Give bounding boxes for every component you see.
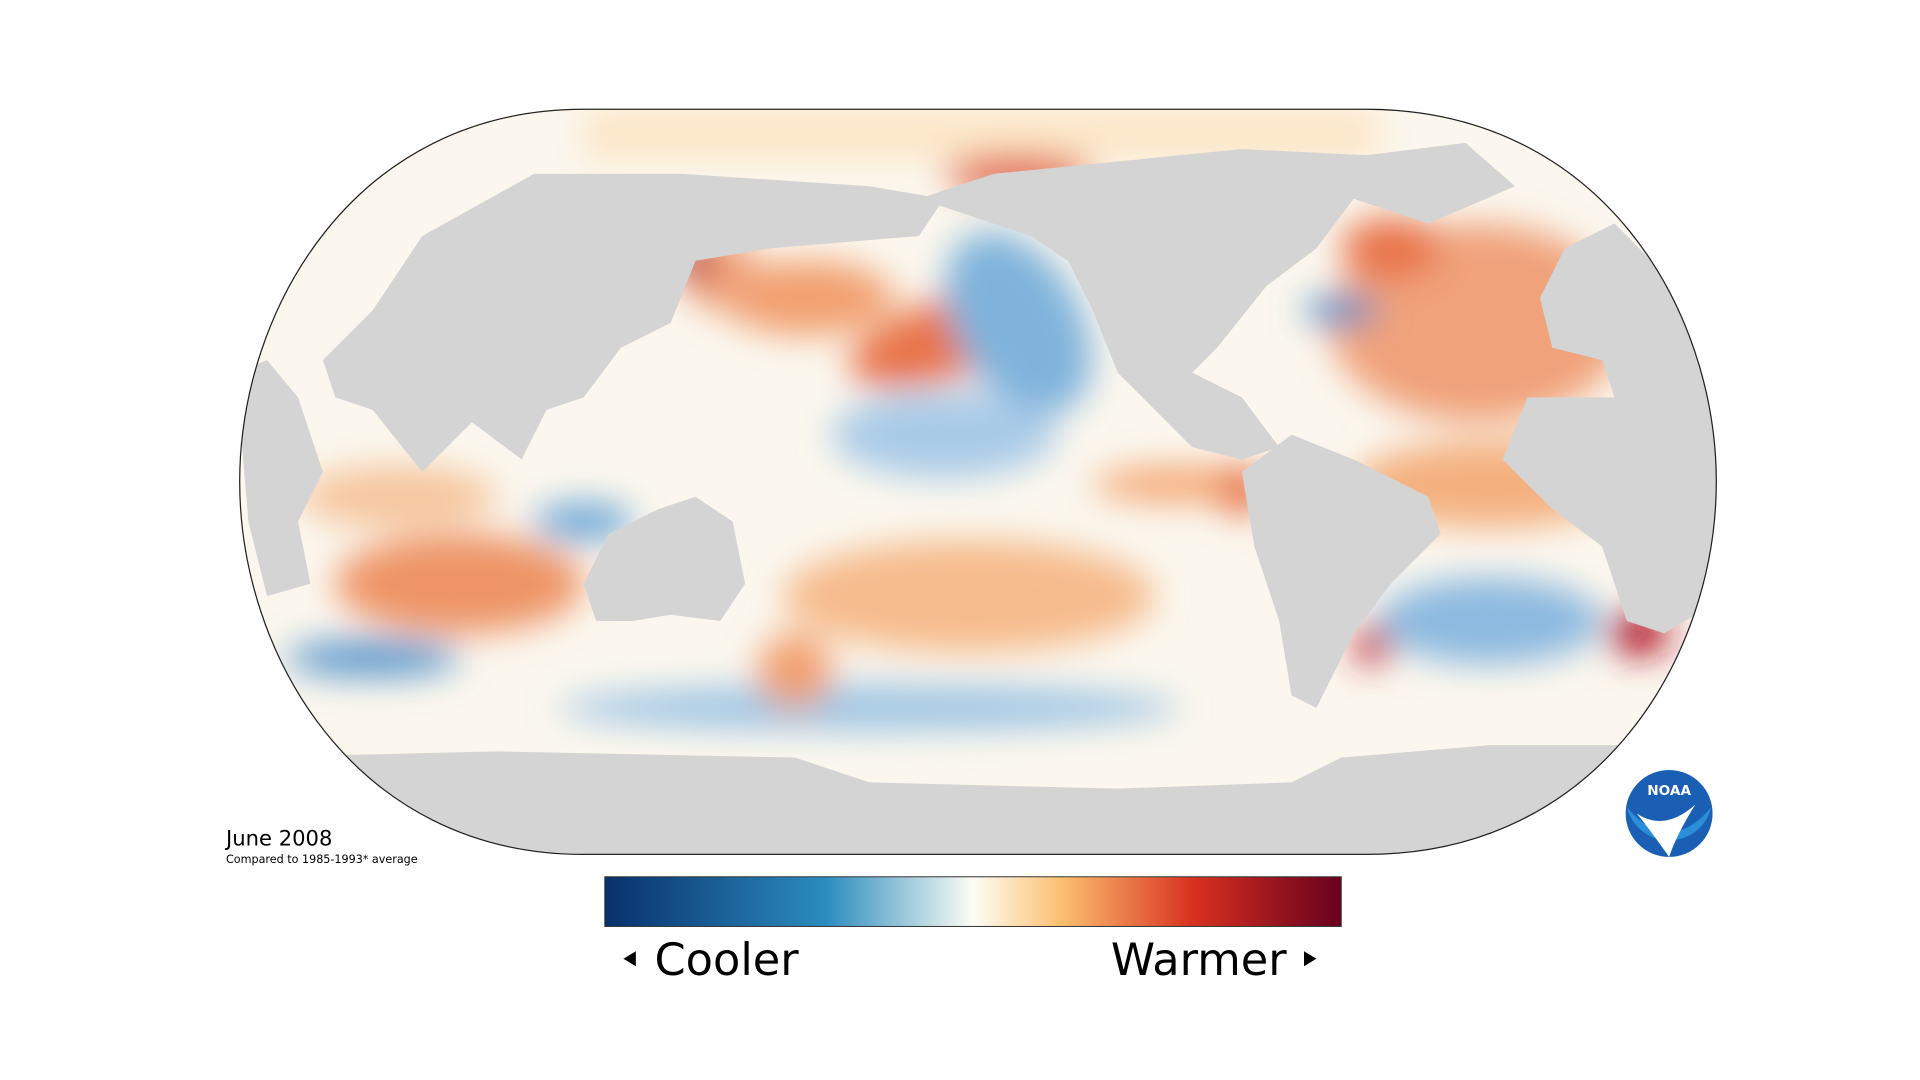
map-subtitle: Compared to 1985-1993* average [226,853,418,866]
map-outline [239,108,1717,856]
north-america [919,142,1516,460]
color-scale [604,876,1342,927]
figure-content: June 2008 Compared to 1985-1993* average… [224,108,1717,986]
europe-africa [1502,223,1717,634]
noaa-logo: NOAA [1625,769,1713,857]
logo-bird [1636,804,1696,857]
cooler-arrow [623,951,636,967]
logo-text: NOAA [1647,783,1691,799]
map-date: June 2008 [224,826,332,851]
warmer-label: Warmer [1111,934,1287,986]
warmer-arrow [1303,951,1317,967]
africa-east [239,360,323,597]
map [239,109,1717,855]
antarctica [239,745,1717,855]
land [239,142,1717,855]
south-america [1241,434,1441,708]
anomaly-field [285,109,1671,731]
cooler-label: Cooler [654,934,799,986]
asia [322,173,944,472]
australia [583,496,746,621]
logo-circle [1625,769,1713,857]
logo-wave [1626,807,1712,841]
